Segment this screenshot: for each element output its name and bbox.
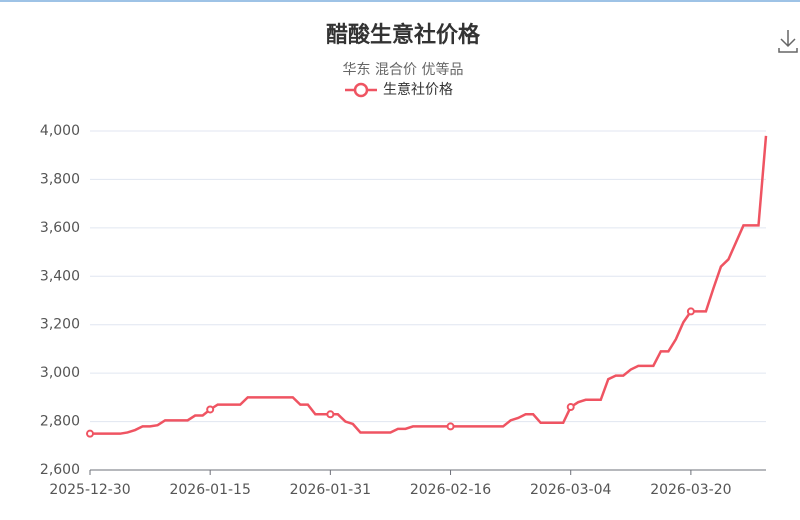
point (446, 422, 455, 431)
x-tick-label: 2026-03-04 (530, 482, 611, 498)
download-icon[interactable] (778, 30, 798, 53)
x-tick-label: 2026-03-20 (650, 482, 731, 498)
y-tick-label: 2,800 (40, 414, 80, 430)
y-tick-label: 2,600 (40, 462, 80, 478)
y-tick-label: 3,200 (40, 317, 80, 333)
legend[interactable]: 生意社价格 (345, 81, 453, 98)
point (566, 403, 575, 412)
download-button[interactable] (778, 30, 798, 53)
y-tick-label: 3,600 (40, 220, 80, 236)
chart-title: 醋酸生意社价格 (326, 22, 481, 48)
point (326, 410, 335, 419)
y-tick-label: 3,000 (40, 365, 80, 381)
line (90, 135, 768, 435)
x-tick-label: 2026-01-15 (169, 482, 250, 498)
y-tick-label: 4,000 (40, 123, 80, 139)
point (206, 405, 215, 414)
x-tick-label: 2026-01-31 (290, 482, 371, 498)
y-tick-label: 3,800 (40, 171, 80, 187)
x-tick-label: 2026-02-16 (410, 482, 491, 498)
legend-symbol (353, 82, 369, 98)
point (686, 307, 695, 316)
y-tick-label: 3,400 (40, 268, 80, 284)
x-tick-label: 2025-12-30 (49, 482, 130, 498)
point (86, 429, 94, 438)
legend-label: 生意社价格 (383, 81, 453, 98)
chart-subtitle: 华东 混合价 优等品 (343, 61, 464, 78)
